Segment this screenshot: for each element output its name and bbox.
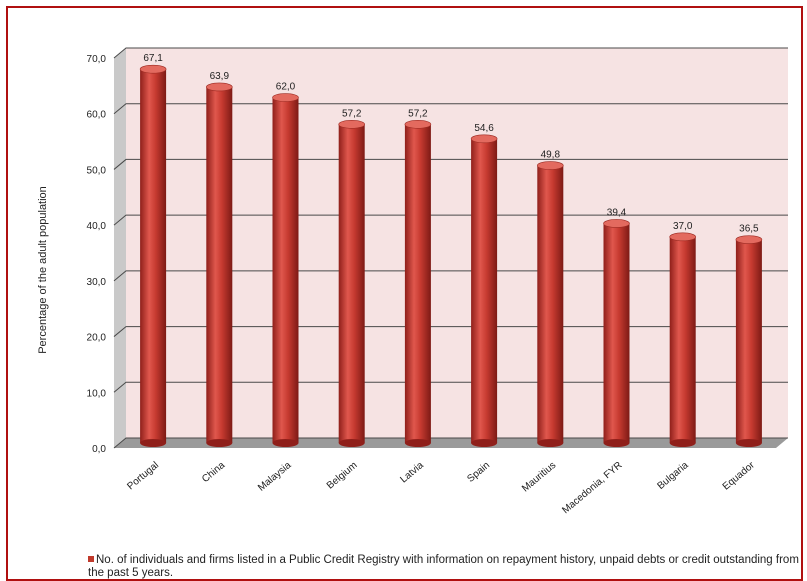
y-tick-label: 20,0 [87, 333, 107, 344]
bar-top [669, 232, 697, 242]
bar-base [272, 439, 299, 447]
bar-top [603, 219, 630, 228]
bar-body [471, 138, 498, 444]
data-label: 54,6 [474, 123, 494, 134]
bar-chart: 0,0 10,0 20,0 30,0 40,0 50,0 60,0 70,0 67,1 63,9… [37, 47, 788, 516]
x-tick-label: China [200, 460, 227, 486]
bar-base [140, 439, 167, 447]
bar-base [338, 439, 365, 447]
data-label: 49,8 [541, 150, 561, 161]
bar-top [404, 120, 432, 129]
gridline [113, 214, 788, 226]
bar-body [735, 239, 762, 443]
gridline [113, 103, 788, 115]
gridline [113, 270, 788, 282]
legend-label: No. of individuals and firms listed in a… [88, 554, 799, 579]
bar-top [272, 93, 299, 102]
bar [470, 134, 498, 447]
y-axis-ticks: 0,0 10,0 20,0 30,0 40,0 50,0 60,0 70,0 [87, 54, 107, 455]
x-tick-label: Latvia [398, 460, 426, 486]
legend: No. of individuals and firms listed in a… [88, 554, 807, 580]
gridline [113, 326, 788, 337]
x-tick-label: Macedonia, FYR [560, 460, 624, 516]
data-label: 57,2 [342, 108, 362, 119]
y-axis-label: Percentage of the adult population [37, 186, 49, 354]
bar-top [139, 64, 167, 74]
data-labels: 67,1 63,9 62,0 57,2 57,2 54,6 49,8 39,4 37,0 36,5 [143, 53, 759, 234]
x-axis-ticks: Portugal China Malaysia Belgium Latvia Spain M… [125, 459, 757, 516]
x-tick-label: Mauritius [520, 460, 558, 495]
chart-frame: 0,0 10,0 20,0 30,0 40,0 50,0 60,0 70,0 67,1 63,9… [6, 6, 803, 581]
bar [338, 120, 366, 447]
y-tick-label: 30,0 [87, 277, 107, 288]
bar-base [471, 439, 498, 447]
bar-base [603, 439, 630, 447]
bar [139, 64, 167, 447]
bar-body [272, 97, 299, 444]
bar-body [537, 165, 564, 444]
x-tick-label: Portugal [125, 460, 161, 492]
bar-top [206, 82, 233, 92]
bar-base [735, 439, 762, 447]
bar-base [404, 439, 431, 447]
data-label: 62,0 [276, 82, 296, 93]
gridlines [113, 47, 788, 449]
data-label: 36,5 [739, 224, 759, 235]
bar [735, 235, 763, 447]
bar-top [470, 134, 498, 144]
y-tick-label: 70,0 [87, 54, 107, 65]
bar-base [669, 439, 696, 447]
bar [272, 93, 299, 447]
data-label: 67,1 [143, 53, 163, 64]
bar-body [140, 69, 167, 444]
bar-body [206, 86, 233, 443]
gridline [113, 47, 788, 59]
data-label: 57,2 [408, 108, 428, 119]
x-tick-label: Bulgaria [655, 460, 691, 492]
y-tick-label: 0,0 [92, 444, 106, 455]
bar [669, 232, 697, 447]
data-label: 63,9 [210, 71, 230, 82]
bar-top [735, 235, 763, 244]
x-tick-label: Spain [465, 460, 492, 485]
y-tick-label: 10,0 [87, 388, 107, 399]
bar [536, 161, 564, 447]
bar-body [404, 124, 431, 444]
bar-base [206, 439, 233, 447]
bar-body [603, 223, 630, 443]
bar-base [537, 439, 564, 447]
bar-top [338, 120, 366, 129]
gridline [113, 158, 788, 170]
side-wall [114, 48, 126, 448]
x-tick-label: Equador [721, 459, 758, 492]
y-tick-label: 40,0 [87, 221, 107, 232]
bar [603, 219, 630, 447]
bar [404, 120, 432, 447]
bar-body [338, 124, 365, 444]
gridline [113, 437, 788, 449]
legend-swatch [88, 556, 94, 562]
bar [206, 82, 233, 447]
data-label: 39,4 [607, 207, 627, 218]
bar-top [536, 161, 564, 170]
y-tick-label: 50,0 [87, 165, 107, 176]
x-tick-label: Malaysia [256, 460, 294, 494]
y-tick-label: 60,0 [87, 110, 107, 121]
x-tick-label: Belgium [325, 460, 360, 492]
gridline [113, 381, 788, 393]
data-label: 37,0 [673, 221, 693, 232]
bar-body [669, 236, 696, 443]
bars [139, 64, 763, 447]
